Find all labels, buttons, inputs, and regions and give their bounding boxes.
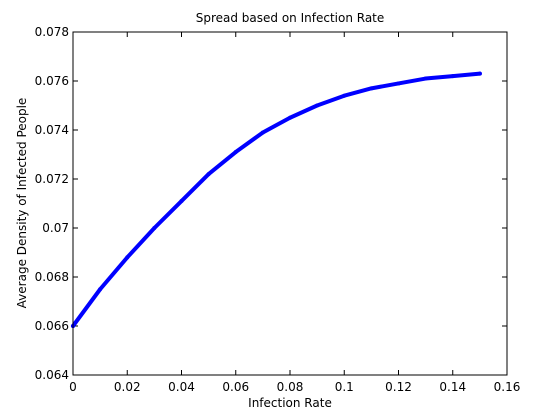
- data-point: [450, 74, 455, 79]
- y-tick-label: 0.072: [35, 172, 69, 186]
- data-point: [260, 130, 265, 135]
- y-tick-label: 0.068: [35, 270, 69, 284]
- data-point: [396, 81, 401, 86]
- data-point: [288, 115, 292, 120]
- x-tick-label: 0.04: [168, 380, 195, 394]
- y-tick-label: 0.07: [42, 221, 69, 235]
- x-tick-label: 0: [69, 380, 77, 394]
- y-tick-labels: 0.064 0.066 0.068 0.07 0.072 0.074 0.076…: [35, 25, 69, 382]
- x-tick-label: 0.08: [277, 380, 304, 394]
- chart-title: Spread based on Infection Rate: [196, 11, 385, 25]
- y-tick-label: 0.066: [35, 319, 69, 333]
- y-tick-label: 0.074: [35, 123, 69, 137]
- data-point: [342, 93, 347, 98]
- x-tick-label: 0.16: [494, 380, 521, 394]
- x-axis-label: Infection Rate: [248, 396, 332, 410]
- data-point: [206, 172, 211, 177]
- y-tick-label: 0.064: [35, 368, 69, 382]
- x-tick-labels: 0 0.02 0.04 0.06 0.08 0.1 0.12 0.14 0.16: [69, 380, 520, 394]
- y-tick-label: 0.076: [35, 74, 69, 88]
- data-point: [369, 86, 374, 91]
- data-point: [125, 255, 130, 260]
- data-point: [179, 199, 184, 204]
- data-point: [423, 76, 428, 81]
- data-point: [152, 226, 157, 230]
- x-tick-label: 0.12: [385, 380, 412, 394]
- y-tick-label: 0.078: [35, 25, 69, 39]
- y-axis-label: Average Density of Infected People: [15, 98, 29, 309]
- x-tick-label: 0.02: [114, 380, 141, 394]
- axes-box: [72, 31, 508, 376]
- data-point: [477, 71, 482, 76]
- data-point: [233, 150, 238, 155]
- plot-area: [73, 32, 507, 375]
- data-point: [98, 287, 103, 292]
- x-tick-label: 0.14: [439, 380, 466, 394]
- data-point: [315, 103, 320, 108]
- series-line: [71, 71, 482, 328]
- series-points: [71, 71, 482, 328]
- x-tick-label: 0.06: [222, 380, 249, 394]
- x-tick-label: 0.1: [335, 380, 354, 394]
